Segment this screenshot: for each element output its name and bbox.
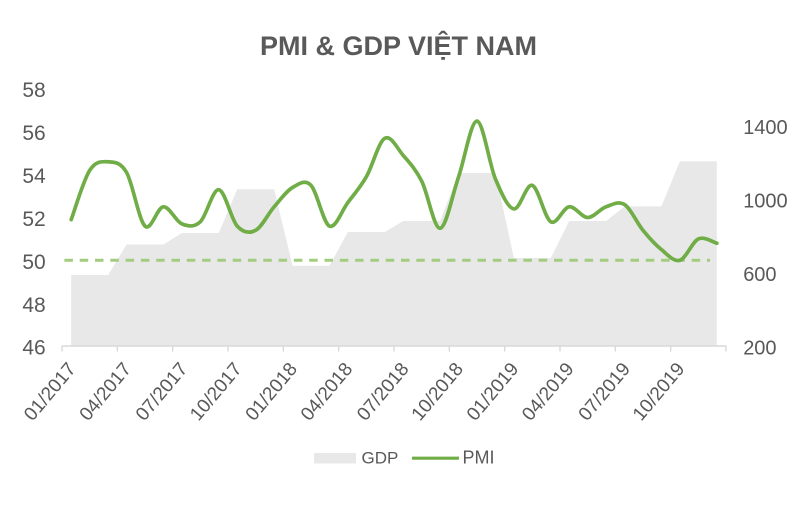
svg-text:01/2019: 01/2019 xyxy=(463,359,523,425)
svg-text:1000: 1000 xyxy=(743,190,788,212)
svg-text:10/2019: 10/2019 xyxy=(629,359,689,425)
svg-text:600: 600 xyxy=(743,264,776,286)
svg-text:07/2018: 07/2018 xyxy=(353,359,413,425)
svg-text:01/2018: 01/2018 xyxy=(242,359,302,425)
svg-text:54: 54 xyxy=(22,165,46,188)
svg-text:10/2017: 10/2017 xyxy=(186,359,246,425)
svg-text:56: 56 xyxy=(22,122,45,145)
svg-text:52: 52 xyxy=(22,208,45,231)
svg-text:01/2017: 01/2017 xyxy=(20,359,80,425)
svg-text:PMI & GDP VIỆT NAM: PMI & GDP VIỆT NAM xyxy=(260,30,537,61)
svg-text:04/2017: 04/2017 xyxy=(76,359,136,425)
svg-text:04/2019: 04/2019 xyxy=(518,359,578,425)
svg-text:200: 200 xyxy=(743,337,776,359)
svg-text:04/2018: 04/2018 xyxy=(297,359,357,425)
svg-text:07/2019: 07/2019 xyxy=(575,359,635,425)
svg-text:58: 58 xyxy=(22,79,45,102)
svg-text:GDP: GDP xyxy=(362,449,399,468)
svg-text:PMI: PMI xyxy=(463,448,495,468)
svg-text:46: 46 xyxy=(22,337,45,360)
svg-text:1400: 1400 xyxy=(743,117,788,139)
svg-text:50: 50 xyxy=(22,251,45,274)
svg-text:07/2017: 07/2017 xyxy=(132,359,192,425)
svg-text:10/2018: 10/2018 xyxy=(408,359,468,425)
svg-text:48: 48 xyxy=(22,294,45,317)
